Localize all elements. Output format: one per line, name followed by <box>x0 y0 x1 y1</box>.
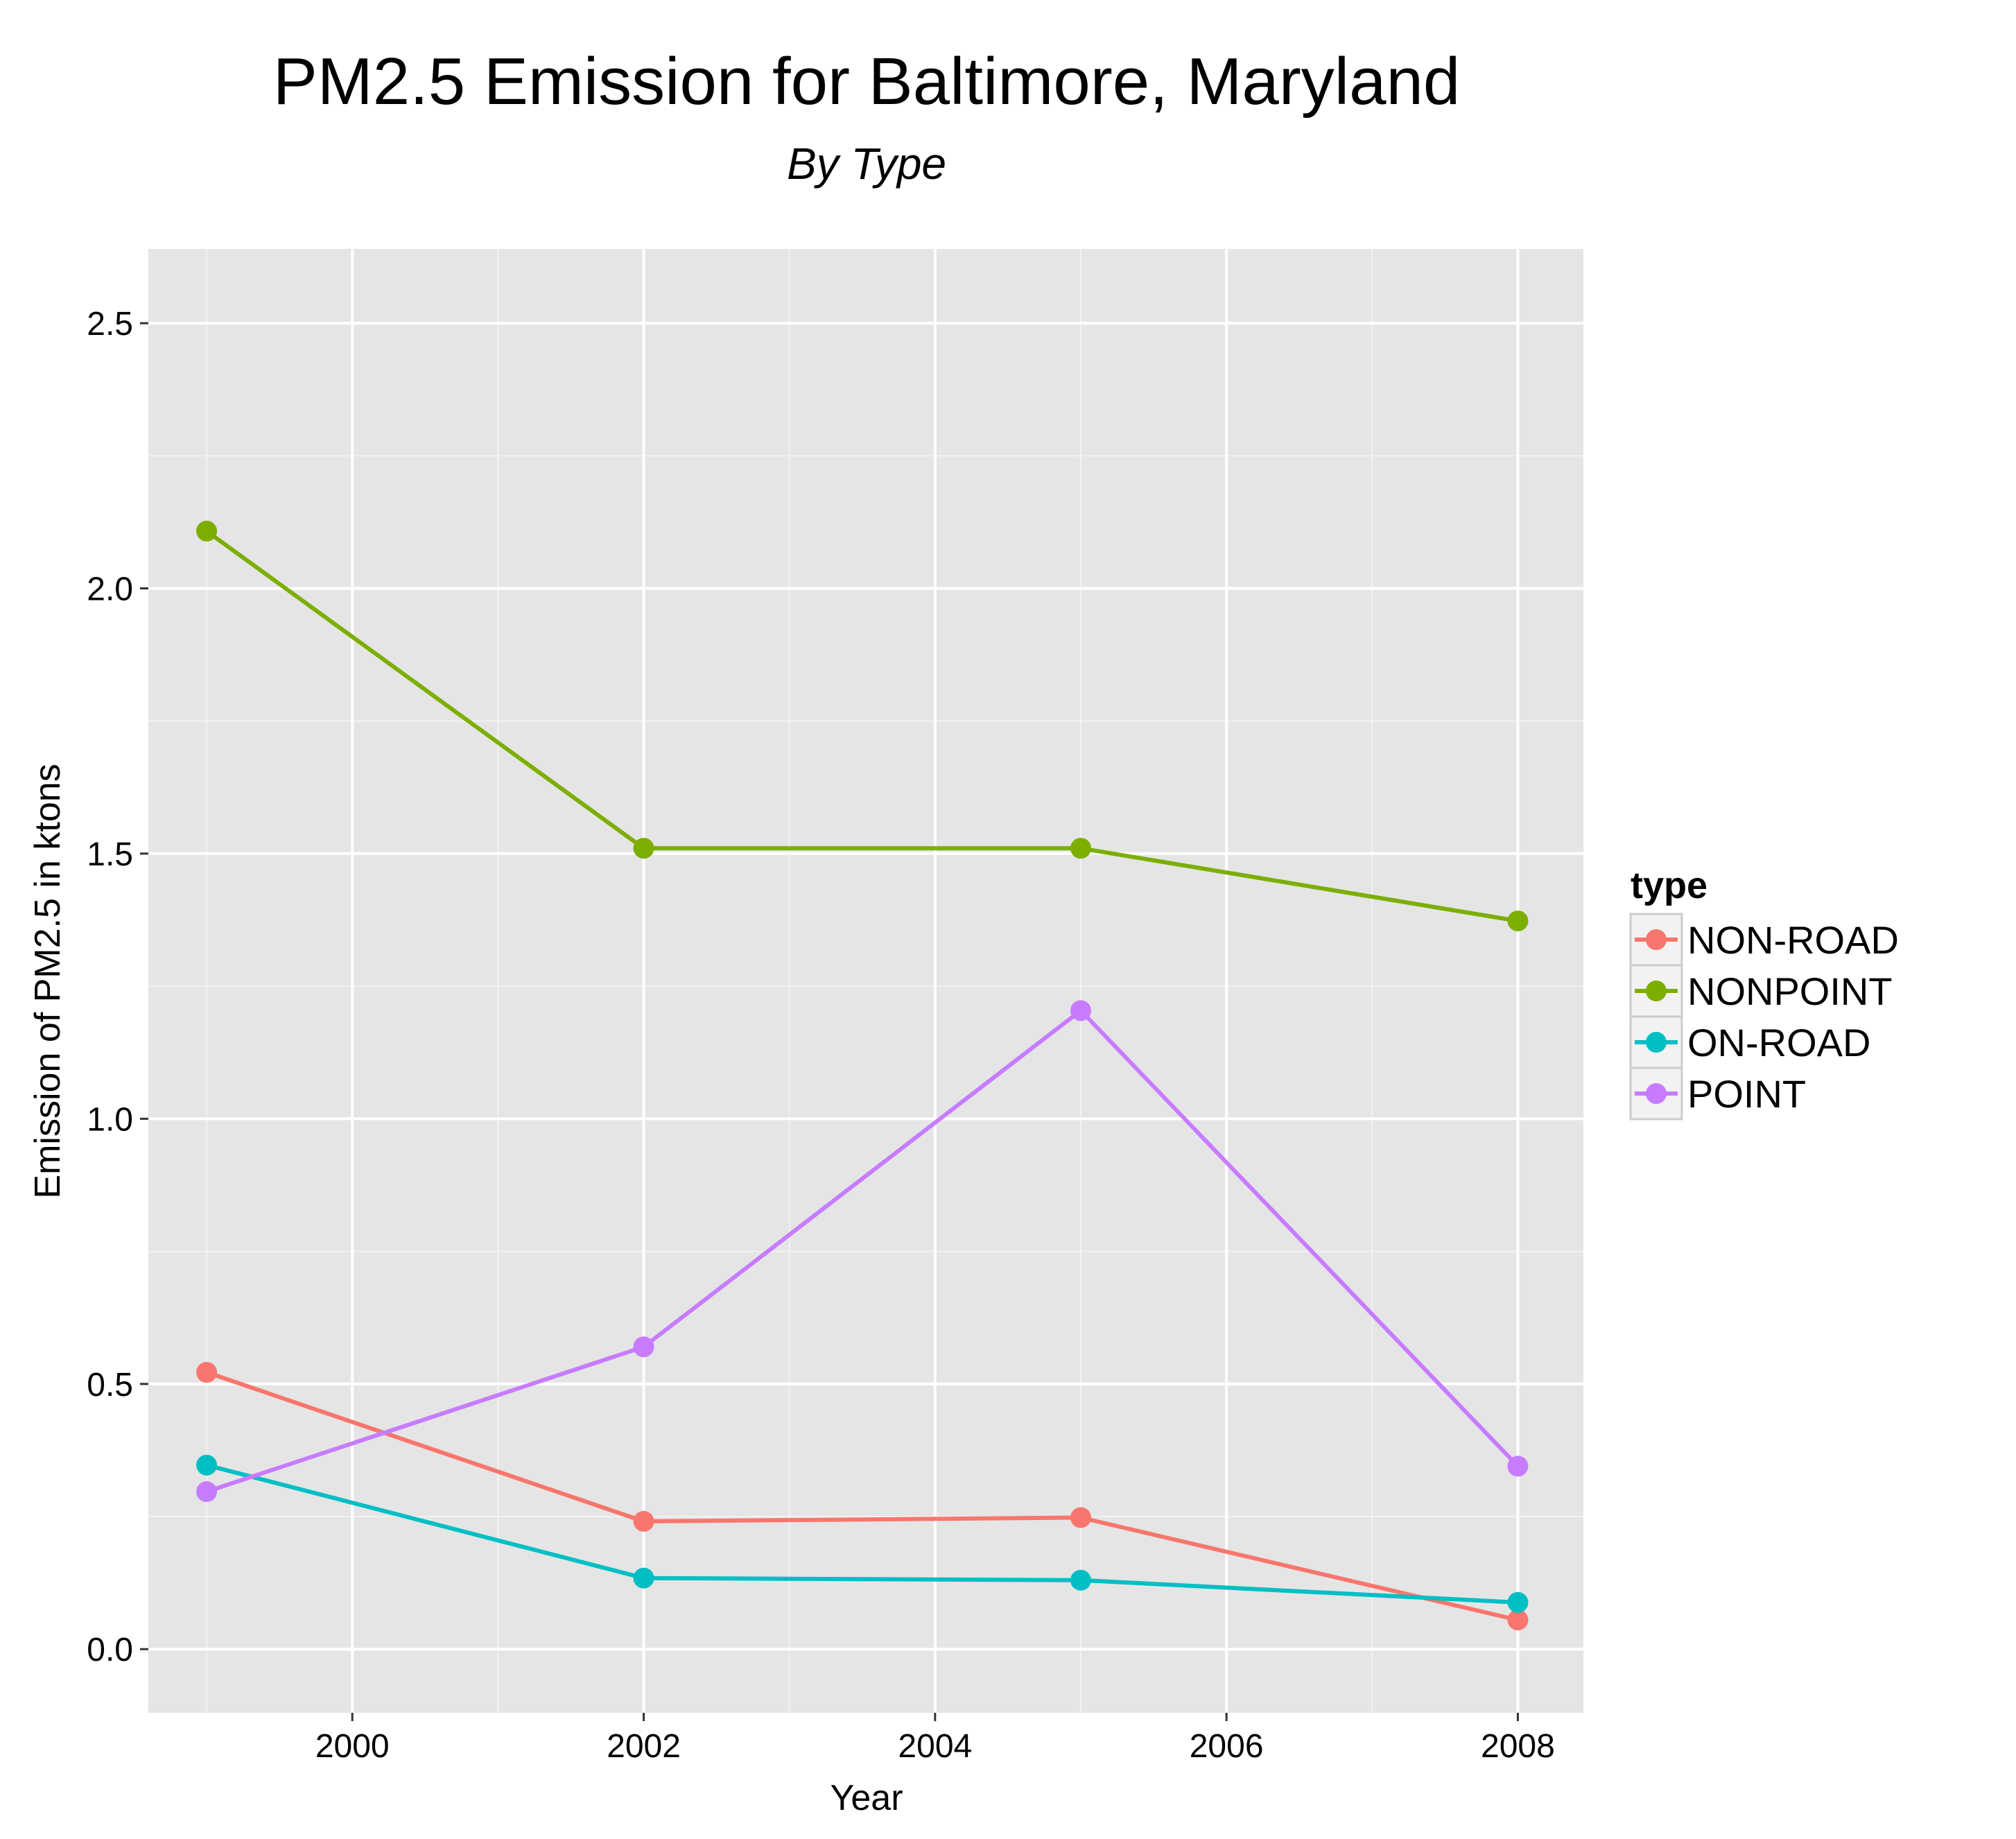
series-line-2 <box>206 1462 1518 1605</box>
y-tick-label: 1.5 <box>87 836 133 873</box>
chart-title: PM2.5 Emission for Baltimore, Maryland <box>273 44 1461 119</box>
plot-panel <box>148 249 1583 1713</box>
legend-label: NONPOINT <box>1687 969 1893 1013</box>
y-tick-label: 1.0 <box>87 1101 133 1138</box>
chart-subtitle: By Type <box>787 139 946 189</box>
y-tick-label: 0.5 <box>87 1367 133 1404</box>
data-point-0-2 <box>1070 1507 1091 1528</box>
x-tick-label: 2002 <box>607 1728 681 1765</box>
x-tick-label: 2000 <box>315 1728 390 1765</box>
x-axis-title: Year <box>830 1778 903 1818</box>
data-point-0-3 <box>1507 1609 1529 1631</box>
data-point-3-3 <box>1507 1456 1529 1477</box>
series-layer <box>196 520 1529 1631</box>
major-gridlines <box>148 249 1583 1713</box>
y-tick-label: 0.0 <box>87 1632 133 1668</box>
legend-label: NON-ROAD <box>1687 918 1899 962</box>
x-tick-label: 2008 <box>1481 1728 1555 1765</box>
y-axis: 0.0 0.5 1.0 1.5 2.0 2.5 <box>87 306 148 1668</box>
data-point-1-2 <box>1070 838 1091 859</box>
series-line-1 <box>205 529 1518 924</box>
data-point-2-1 <box>633 1567 654 1589</box>
y-axis-title: Emission of PM2.5 in ktons <box>28 763 68 1198</box>
legend-key-point <box>1646 981 1667 1001</box>
legend-title: type <box>1631 865 1707 906</box>
legend-key-point <box>1646 1032 1667 1053</box>
data-point-2-0 <box>196 1454 218 1476</box>
x-tick-label: 2006 <box>1190 1728 1264 1765</box>
data-point-2-2 <box>1070 1569 1091 1591</box>
data-point-1-1 <box>633 838 654 859</box>
data-point-3-1 <box>633 1336 654 1358</box>
x-axis: 2000 2002 2004 2006 2008 <box>315 1713 1555 1765</box>
x-tick-label: 2004 <box>898 1728 972 1765</box>
data-point-3-0 <box>196 1481 218 1503</box>
y-tick-label: 2.5 <box>87 306 133 343</box>
data-point-2-3 <box>1507 1591 1529 1613</box>
data-point-1-3 <box>1507 910 1529 932</box>
legend: type NON-ROAD NONPOINT ON-ROAD POINT <box>1629 865 1899 1121</box>
data-point-1-0 <box>196 520 218 542</box>
data-point-0-0 <box>196 1361 218 1383</box>
data-point-0-1 <box>633 1510 654 1532</box>
series-line-3 <box>206 1008 1520 1494</box>
legend-label: POINT <box>1687 1072 1806 1116</box>
data-point-3-2 <box>1070 1000 1091 1021</box>
y-tick-label: 2.0 <box>87 571 133 608</box>
minor-gridlines <box>148 249 1583 1713</box>
legend-label: ON-ROAD <box>1687 1021 1870 1064</box>
legend-key-point <box>1646 929 1667 950</box>
series-line-0 <box>206 1370 1519 1623</box>
legend-key-point <box>1646 1083 1667 1104</box>
